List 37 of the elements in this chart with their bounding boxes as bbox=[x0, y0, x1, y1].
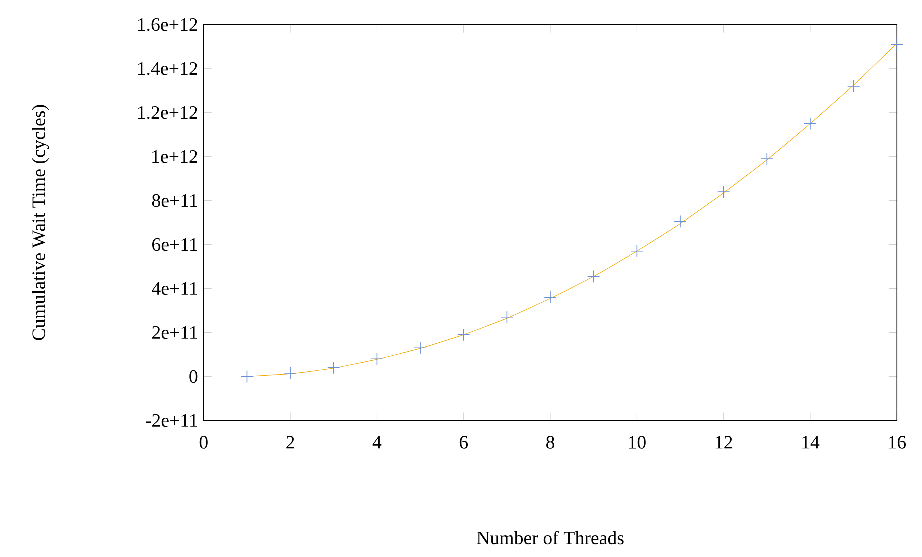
y-tick-label: 2e+11 bbox=[152, 326, 198, 340]
point bbox=[717, 186, 730, 198]
point bbox=[760, 152, 774, 166]
y-tick-label: 4e+11 bbox=[152, 282, 198, 296]
point bbox=[457, 328, 470, 342]
y-axis-title: Cumulative Wait Time (cycles) bbox=[32, 105, 50, 340]
x-axis-title: Number of Threads bbox=[477, 531, 624, 545]
point bbox=[587, 270, 600, 284]
x-tick-label: 8 bbox=[546, 436, 555, 449]
x-tick-label: 12 bbox=[716, 436, 732, 449]
x-tick-label: 6 bbox=[460, 436, 468, 449]
y-tick-label: 1e+12 bbox=[152, 150, 198, 164]
y-tick-label: 1.4e+12 bbox=[138, 62, 198, 76]
point bbox=[804, 117, 817, 130]
point bbox=[630, 245, 644, 258]
point bbox=[890, 38, 904, 52]
x-tick-label: 14 bbox=[802, 436, 820, 449]
y-tick-label: 1.2e+12 bbox=[138, 106, 198, 120]
point bbox=[284, 367, 297, 380]
point bbox=[500, 311, 514, 324]
y-tick-label: -2e+11 bbox=[146, 414, 198, 428]
point bbox=[328, 362, 340, 374]
point bbox=[674, 215, 687, 228]
y-tick-label: 0 bbox=[190, 370, 198, 384]
point bbox=[544, 291, 557, 304]
x-tick-label: 2 bbox=[286, 436, 294, 449]
point bbox=[847, 80, 860, 93]
x-tick-label: 16 bbox=[889, 436, 906, 449]
x-tick-label: 10 bbox=[629, 436, 646, 449]
y-tick-label: 6e+11 bbox=[152, 238, 198, 252]
y-tick-label: 8e+11 bbox=[152, 194, 198, 208]
point bbox=[240, 370, 254, 384]
point bbox=[370, 352, 384, 366]
point bbox=[414, 342, 427, 355]
x-tick-label: 4 bbox=[372, 436, 382, 449]
y-tick-label: 1.6e+12 bbox=[138, 18, 198, 32]
x-tick-label: 0 bbox=[200, 436, 208, 449]
